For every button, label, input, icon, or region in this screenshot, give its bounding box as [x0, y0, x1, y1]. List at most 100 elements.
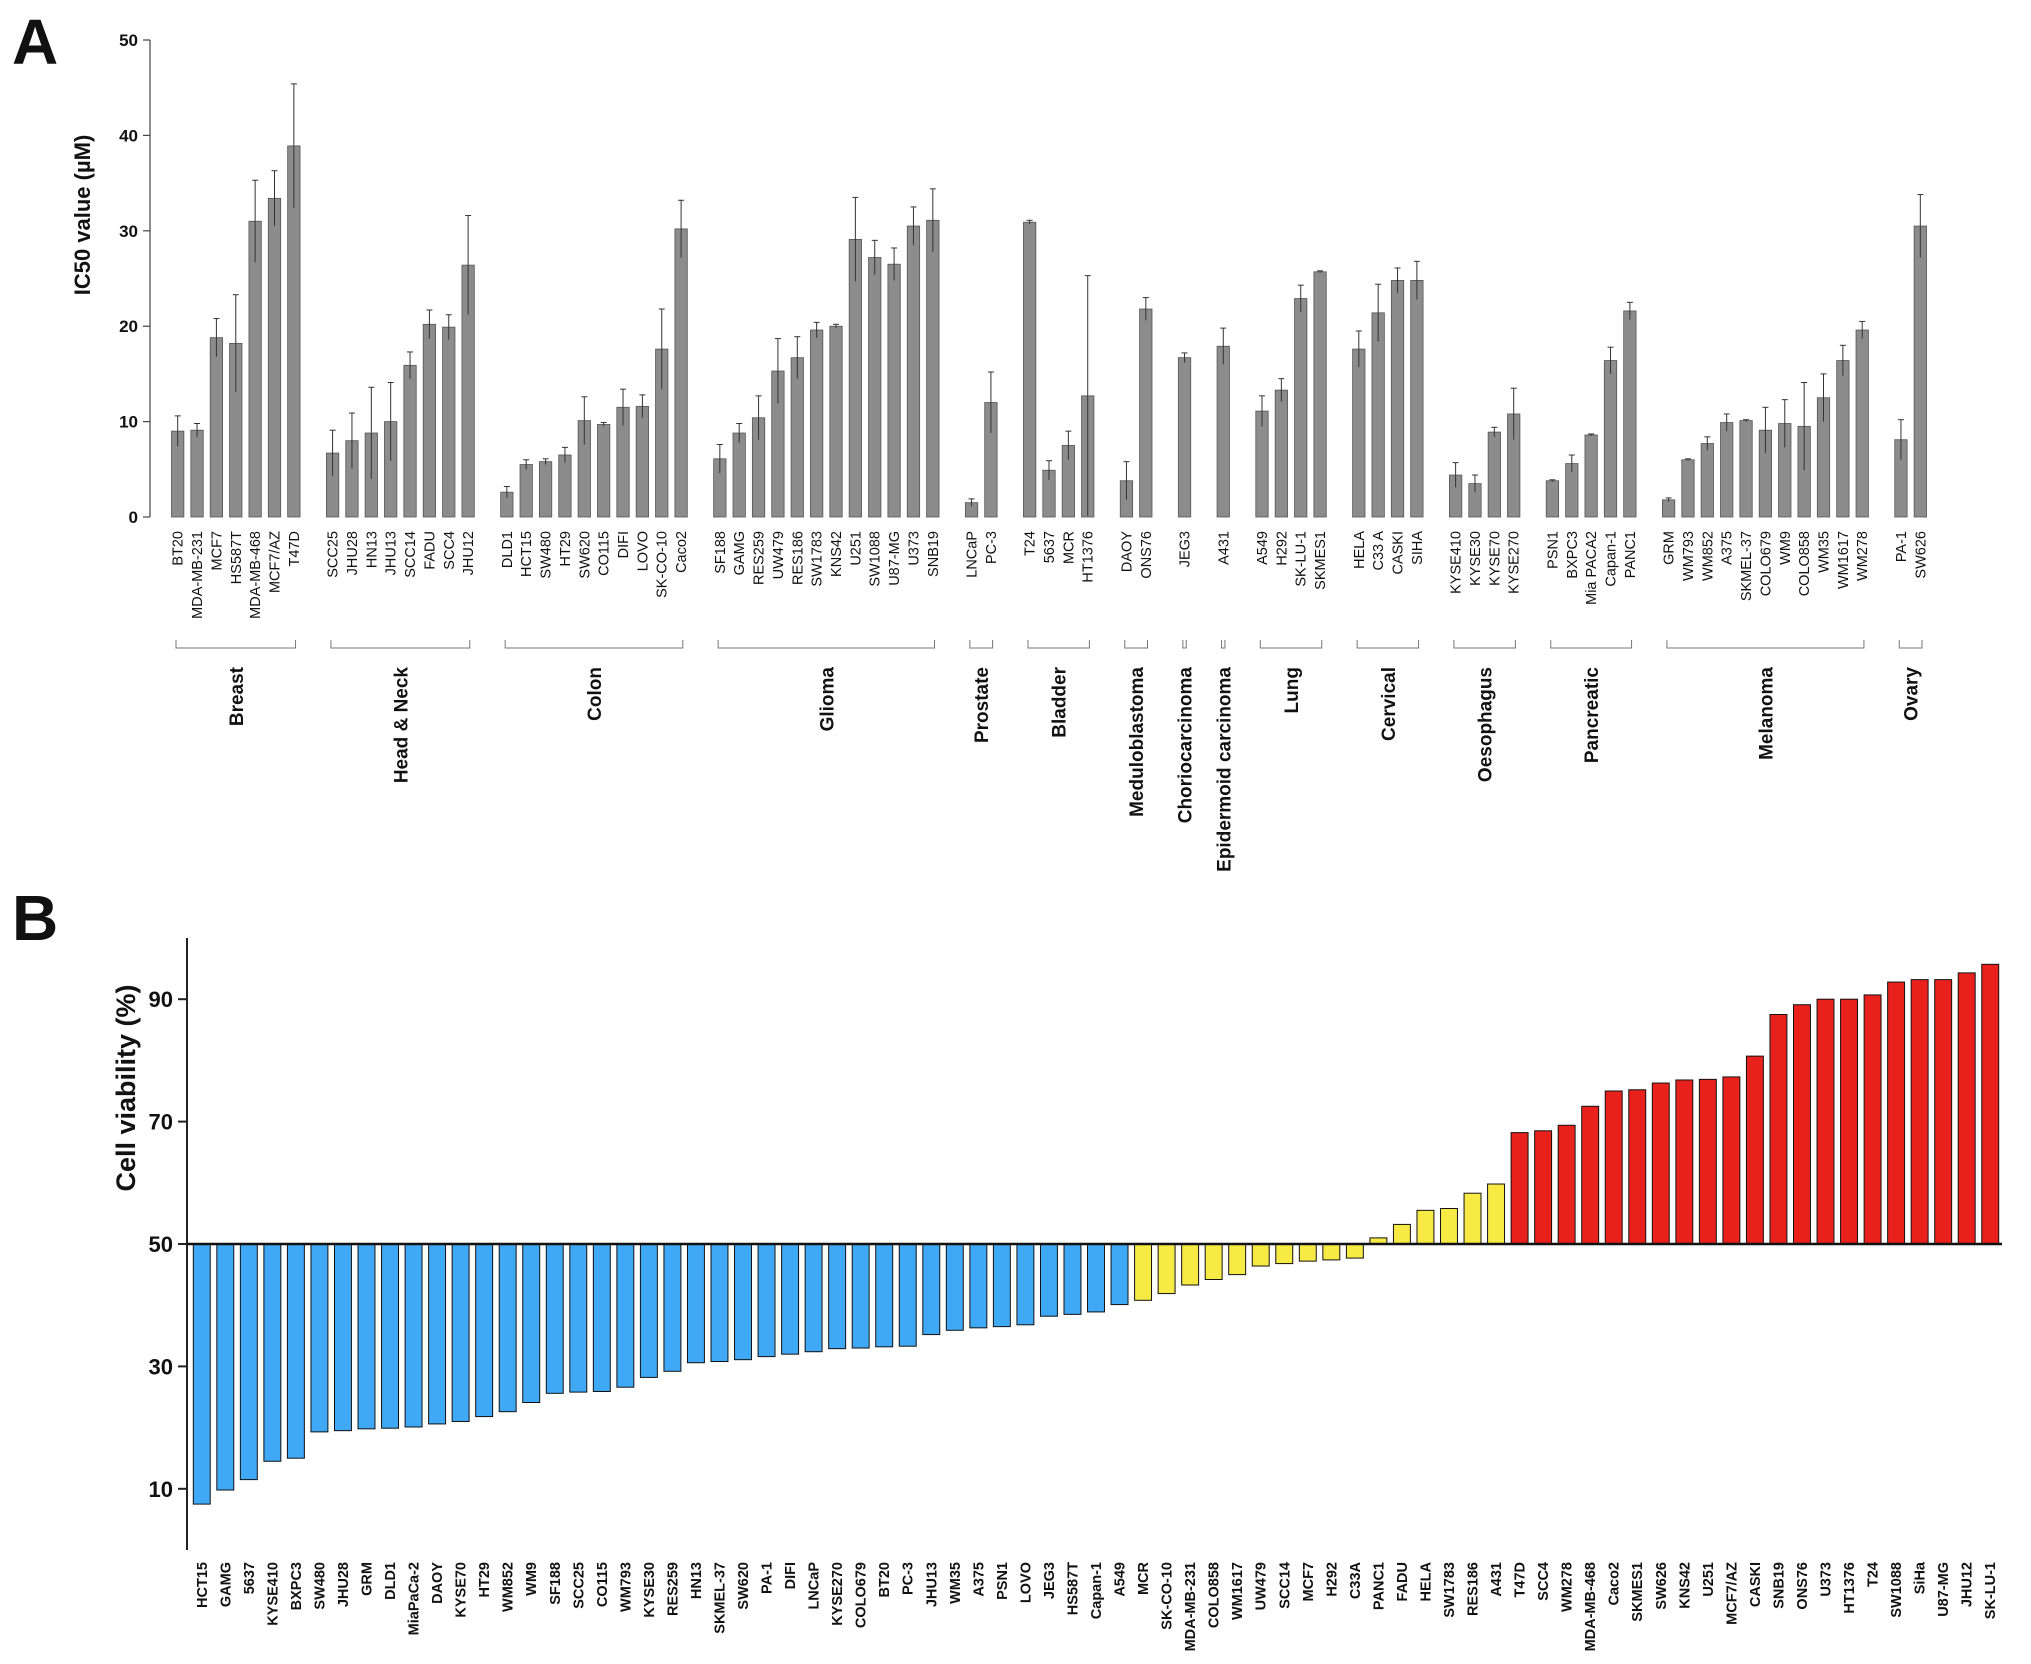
- x-tick-label-a: T24: [1023, 531, 1039, 556]
- x-tick-label-b: SK-CO-10: [1160, 1562, 1176, 1630]
- group-bracket-a: [1222, 640, 1225, 648]
- x-tick-label-b: RES259: [665, 1562, 681, 1616]
- x-tick-label-a: DIFI: [616, 531, 632, 558]
- x-tick-label-a: HN13: [364, 531, 380, 568]
- x-tick-label-b: DIFI: [783, 1562, 799, 1589]
- group-label-a: Lung: [1282, 667, 1303, 713]
- bar-b: [923, 1244, 940, 1335]
- x-tick-label-b: HCT15: [195, 1562, 211, 1608]
- x-tick-label-a: HCT15: [519, 531, 535, 577]
- x-tick-label-a: U373: [906, 531, 922, 566]
- bar-a: [1178, 358, 1190, 517]
- x-tick-label-b: A431: [1489, 1562, 1505, 1597]
- bar-b: [287, 1244, 304, 1458]
- x-tick-label-a: SKMES1: [1313, 531, 1329, 590]
- x-tick-label-b: 5637: [242, 1562, 258, 1594]
- x-tick-label-b: MCF7: [1301, 1562, 1317, 1601]
- group-label-a: Bladder: [1050, 666, 1071, 737]
- bar-a: [539, 462, 551, 517]
- group-bracket-a: [1899, 640, 1922, 648]
- group-label-a: Epidermoid carcinoma: [1214, 667, 1235, 872]
- x-tick-label-a: BT20: [171, 531, 187, 566]
- y-tick-label-a: 20: [119, 317, 138, 336]
- x-tick-label-b: U87-MG: [1936, 1562, 1952, 1617]
- bar-a: [1837, 361, 1849, 517]
- y-tick-label-b: 90: [149, 987, 173, 1012]
- bar-b: [1582, 1106, 1599, 1244]
- x-tick-label-a: MDA-MB-468: [248, 531, 264, 619]
- bar-b: [687, 1244, 704, 1363]
- x-tick-label-a: DAOY: [1119, 531, 1135, 572]
- x-tick-label-a: WM852: [1700, 531, 1716, 581]
- group-label-a: Head & Neck: [391, 667, 412, 784]
- bar-b: [452, 1244, 469, 1421]
- x-tick-label-a: JEG3: [1178, 531, 1194, 567]
- group-label-a: Melanoma: [1756, 667, 1777, 760]
- bar-a: [907, 226, 919, 517]
- bar-a: [1353, 349, 1365, 517]
- x-tick-label-b: MDA-MB-231: [1183, 1562, 1199, 1651]
- bar-a: [869, 258, 881, 517]
- x-tick-label-b: DAOY: [430, 1562, 446, 1604]
- bar-b: [1229, 1244, 1246, 1275]
- group-bracket-a: [1357, 640, 1418, 648]
- chart-b: Cell viability (%) 10 30 50 70 90 HCT15 GAMG 56…: [111, 938, 2002, 1651]
- bar-b: [1464, 1193, 1481, 1244]
- x-tick-label-b: PSN1: [995, 1562, 1011, 1600]
- x-tick-label-a: DLD1: [500, 531, 516, 568]
- bar-b: [1982, 964, 1999, 1244]
- x-tick-label-b: JHU13: [924, 1562, 940, 1607]
- x-tick-label-b: KYSE410: [265, 1562, 281, 1626]
- x-tick-label-a: MDA-MB-231: [190, 531, 206, 619]
- bar-b: [1040, 1244, 1057, 1316]
- bar-a: [1295, 299, 1307, 517]
- group-bracket-a: [1667, 640, 1864, 648]
- bar-a: [1256, 411, 1268, 517]
- x-tick-label-a: SCC4: [442, 531, 458, 570]
- bar-b: [876, 1244, 893, 1347]
- bar-b: [217, 1244, 234, 1490]
- x-tick-label-b: WM1617: [1230, 1562, 1246, 1620]
- x-tick-label-b: SK-LU-1: [1983, 1562, 1999, 1619]
- bar-b: [1346, 1244, 1363, 1258]
- x-tick-label-b: SW1088: [1889, 1562, 1905, 1618]
- x-tick-label-b: HT29: [477, 1562, 493, 1597]
- x-tick-label-a: PC-3: [984, 531, 1000, 564]
- bar-a: [1314, 272, 1326, 517]
- x-tick-label-b: HELA: [1418, 1561, 1434, 1601]
- group-bracket-a: [1454, 640, 1515, 648]
- x-tick-label-a: COLO858: [1797, 531, 1813, 596]
- bar-b: [735, 1244, 752, 1360]
- bar-b: [1441, 1209, 1458, 1244]
- x-tick-label-b: A549: [1113, 1562, 1129, 1597]
- x-tick-label-a: HS587T: [229, 531, 245, 584]
- group-label-a: Breast: [227, 666, 248, 726]
- bar-a: [404, 365, 416, 517]
- x-tick-label-a: SK-CO-10: [655, 531, 671, 598]
- x-tick-label-b: ONS76: [1795, 1562, 1811, 1610]
- bar-a: [191, 430, 203, 517]
- x-tick-label-a: KNS42: [829, 531, 845, 577]
- bar-b: [429, 1244, 446, 1424]
- group-label-a: Meduloblastoma: [1127, 667, 1148, 817]
- x-tick-label-a: LOVO: [635, 531, 651, 571]
- bar-a: [1488, 432, 1500, 517]
- group-bracket-a: [718, 640, 934, 648]
- y-tick-label-a: 40: [119, 126, 138, 145]
- x-tick-label-b: A375: [971, 1562, 987, 1597]
- bar-a: [423, 324, 435, 517]
- bar-b: [1558, 1125, 1575, 1244]
- bar-b: [1417, 1210, 1434, 1244]
- x-tick-label-a: MCF7: [209, 531, 225, 570]
- bar-a: [520, 465, 532, 517]
- bar-a: [1662, 500, 1674, 517]
- x-tick-label-a: SF188: [713, 531, 729, 574]
- x-tick-label-b: SCC4: [1536, 1562, 1552, 1601]
- x-tick-label-b: SW620: [736, 1562, 752, 1610]
- bar-a: [1720, 423, 1732, 517]
- x-tick-label-b: KNS42: [1677, 1562, 1693, 1609]
- x-tick-label-a: RES186: [790, 531, 806, 585]
- bar-b: [1064, 1244, 1081, 1314]
- bar-a: [888, 264, 900, 517]
- group-bracket-a: [331, 640, 470, 648]
